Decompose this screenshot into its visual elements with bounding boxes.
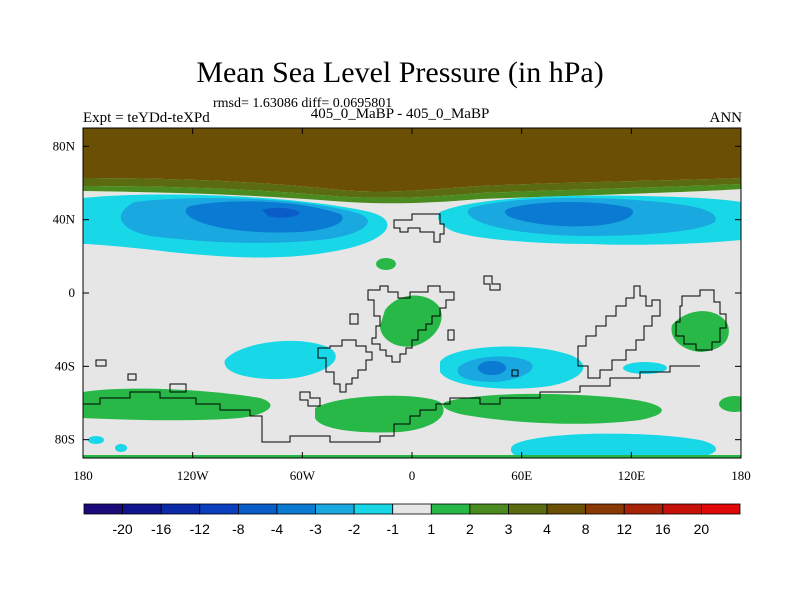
coastline-europe (393, 213, 445, 243)
coastline-australia (675, 289, 727, 351)
colorbar-swatch (430, 503, 471, 515)
y-tick-label: 0 (69, 285, 76, 300)
experiment-label: Expt = teYDd-teXPd (83, 110, 210, 126)
x-tick-label: 60W (290, 468, 316, 483)
colorbar-swatch (237, 503, 278, 515)
north-polar-high-band-3 (83, 184, 741, 204)
north-polar-high-band (83, 128, 741, 192)
antarctic-cyan-band (510, 433, 717, 458)
colorbar-swatch (315, 503, 355, 515)
chart-subtitle: 405_0_MaBP - 405_0_MaBP (310, 106, 490, 122)
colorbar-swatch (623, 503, 664, 515)
colorbar-label: 3 (505, 521, 513, 537)
coastline-antarctica (83, 365, 700, 443)
x-tick-label: 180 (731, 468, 751, 483)
x-tick-label: 0 (409, 468, 416, 483)
colorbar-label: 8 (582, 521, 590, 537)
y-tick-label: 40N (53, 212, 76, 227)
colorbar-swatch (122, 503, 162, 515)
coastline-island-1 (95, 359, 107, 367)
x-tick-label: 120E (618, 468, 646, 483)
colorbar-swatch (353, 503, 394, 515)
southern-ocean-green-east (443, 393, 662, 424)
colorbar-swatch (83, 503, 123, 515)
coastline-island-2 (127, 373, 137, 381)
green-blob-africa (380, 295, 442, 347)
colorbar-label: -16 (151, 521, 171, 537)
y-axis: 80N 40N 0 40S 80S (53, 138, 741, 447)
coastline-madagascar (447, 329, 455, 341)
colorbar-label: -2 (348, 521, 361, 537)
north-low-blue-west (185, 201, 343, 233)
coastline-island-5 (511, 369, 519, 377)
colorbar-label: 4 (543, 521, 551, 537)
y-tick-label: 80N (53, 138, 76, 153)
coastline-maritime-asia (577, 285, 661, 379)
colorbar-swatch (662, 503, 702, 515)
season-label: ANN (709, 110, 743, 126)
southern-ocean-green-far-east (719, 396, 741, 412)
chart-title: Mean Sea Level Pressure (in hPa) (196, 56, 604, 89)
colorbar-label: -8 (232, 521, 245, 537)
cyan-blob-indian (623, 362, 667, 374)
x-tick-label: 180 (73, 468, 93, 483)
coastline-africa (367, 285, 455, 363)
colorbar-swatch (392, 503, 432, 515)
colorbar-swatch (701, 503, 741, 515)
colorbar-swatch (469, 503, 509, 515)
antarctic-cyan-blob-1 (88, 436, 104, 444)
colorbar-labels: -20 -16 -12 -8 -4 -3 -2 -1 1 2 3 4 8 12 16 20 (112, 521, 709, 537)
colorbar-swatch (276, 503, 316, 515)
colorbar-swatch (508, 503, 548, 515)
north-low-core-west (262, 207, 300, 218)
south-low-cyan-west (224, 340, 336, 380)
coastline-island-4 (349, 313, 359, 325)
colorbar-label: -20 (112, 521, 132, 537)
colorbar-label: -12 (190, 521, 210, 537)
antarctic-cyan-blob-2 (115, 444, 127, 452)
colorbar-label: -3 (309, 521, 322, 537)
x-tick-label: 120W (177, 468, 210, 483)
y-tick-label: 80S (55, 432, 75, 447)
coastline-island-3 (169, 383, 187, 393)
coastlines (83, 213, 727, 443)
north-low-blue-east (505, 202, 634, 227)
coastline-south-america (317, 339, 373, 393)
colorbar-swatch (199, 503, 239, 515)
x-axis: 180 120W 60W 0 60E 120E 180 (73, 128, 751, 483)
coastline-antarctic-peninsula (299, 391, 321, 407)
x-tick-label: 60E (511, 468, 532, 483)
south-low-core-east (478, 361, 506, 375)
colorbar-label: 1 (427, 521, 435, 537)
rmsd-diff-stats: rmsd= 1.63086 diff= 0.0695801 (213, 96, 393, 111)
colorbar-label: 12 (616, 521, 632, 537)
colorbar-label: 20 (694, 521, 710, 537)
colorbar-label: -4 (271, 521, 284, 537)
y-tick-label: 40S (55, 358, 75, 373)
colorbar-label: 2 (466, 521, 474, 537)
north-polar-high-band-2 (83, 178, 741, 198)
colorbar-swatch (585, 503, 625, 515)
colorbar-swatch (160, 503, 201, 515)
colorbar-swatch (546, 503, 587, 515)
coastline-arabia (483, 275, 501, 291)
colorbar-label: -1 (386, 521, 399, 537)
southern-ocean-green-central (315, 395, 444, 433)
map-field (83, 128, 741, 458)
colorbar (83, 503, 741, 515)
colorbar-label: 16 (655, 521, 671, 537)
green-blob-atlantic (376, 258, 396, 270)
